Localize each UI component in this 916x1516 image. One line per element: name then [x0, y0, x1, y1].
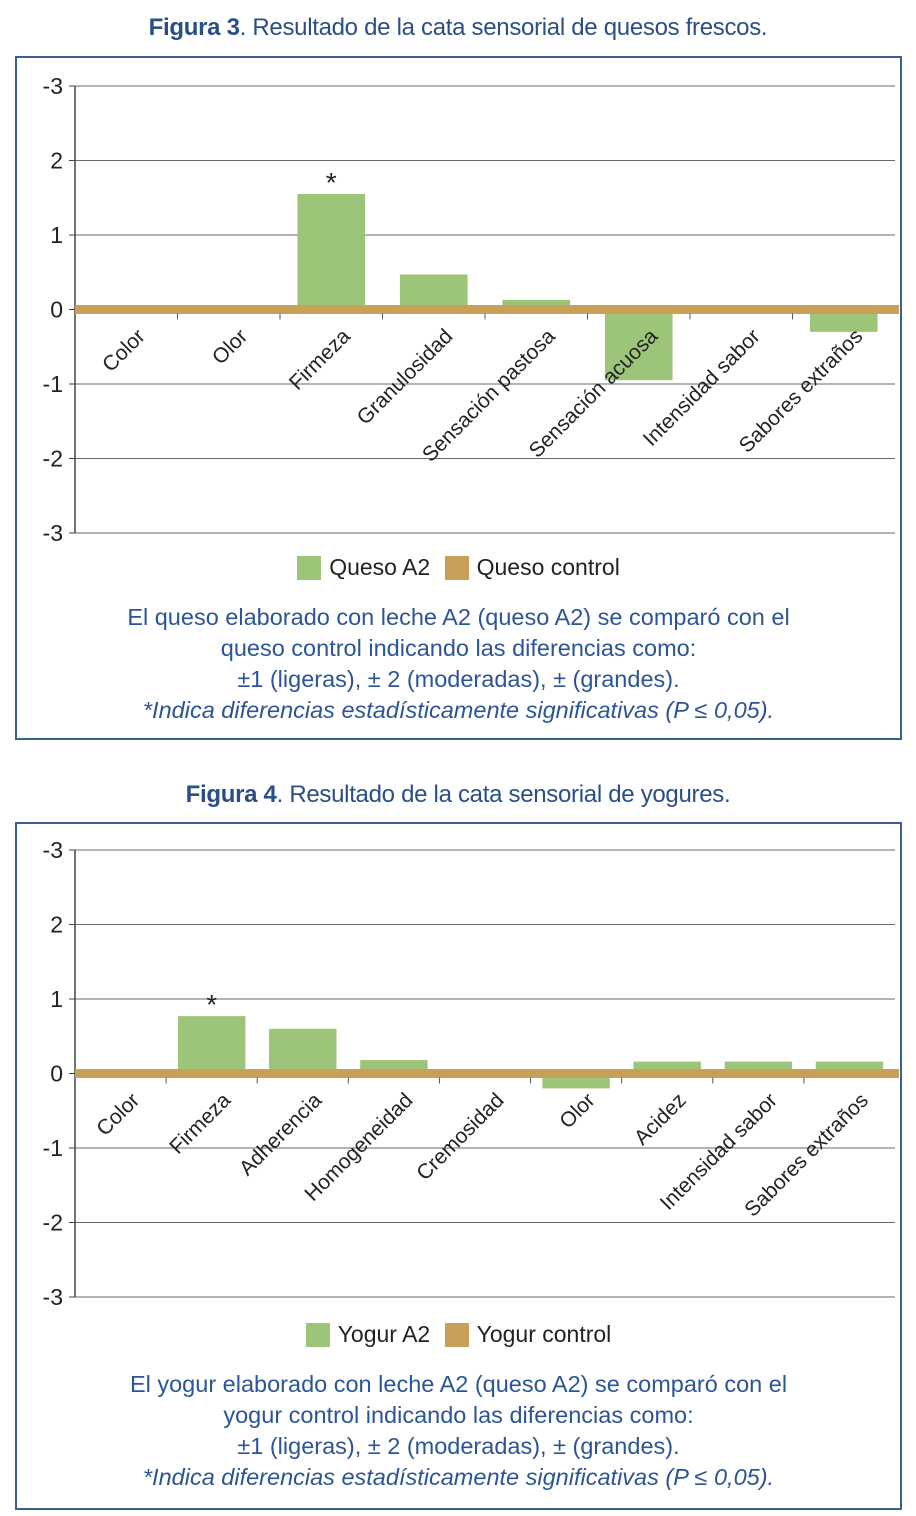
control-series-baseline [75, 1069, 899, 1078]
legend-item-yogur-control: Yogur control [444, 1321, 612, 1348]
figure-3-title: Figura 3. Resultado de la cata sensorial… [0, 14, 916, 42]
y-tick-label: 2 [50, 912, 63, 938]
caption-line: El queso elaborado con leche A2 (queso A… [127, 604, 790, 630]
caption-line: El yogur elaborado con leche A2 (queso A… [129, 1371, 788, 1397]
figure-4-title: Figura 4. Resultado de la cata sensorial… [0, 781, 916, 809]
figure-4-title-text: . Resultado de la cata sensorial de yogu… [276, 781, 731, 808]
figure-3-title-text: . Resultado de la cata sensorial de ques… [239, 14, 768, 41]
figure-3-caption: El queso elaborado con leche A2 (queso A… [17, 602, 900, 726]
x-tick-label: Granulosidad [353, 325, 458, 430]
legend-swatch [305, 1322, 330, 1347]
x-tick-label: Acidez [630, 1089, 691, 1150]
legend-label: Queso control [476, 554, 620, 580]
figure-3-panel: -3 -2 -1 0 1 2 -3 Color Olor Firmeza Granulosidad S… [15, 56, 902, 740]
legend-swatch [297, 555, 322, 580]
y-tick-label: -1 [43, 1135, 63, 1161]
bar-sensacion-pastosa [502, 299, 571, 310]
x-tick-label: Cremosidad [412, 1089, 508, 1185]
caption-line: ±1 (ligeras), ± 2 (moderadas), ± (grande… [237, 1433, 680, 1459]
control-series-baseline [75, 305, 899, 314]
y-tick-label: -3 [43, 73, 63, 99]
y-tick-label: -2 [43, 446, 63, 472]
bar-intensidad-sabor [724, 1061, 793, 1074]
legend-swatch [444, 555, 469, 580]
bar-sensacion-acuosa [604, 309, 673, 381]
bar-acidez [633, 1061, 701, 1074]
legend-item-queso-control: Queso control [444, 554, 620, 581]
significance-note: *Indica diferencias estadísticamente sig… [142, 697, 775, 723]
y-tick-label: -3 [43, 837, 63, 863]
y-tick-label: -1 [43, 371, 63, 397]
y-tick-label: -3 [43, 520, 63, 546]
x-tick-label: Olor [555, 1089, 599, 1133]
figure-4-panel: -3 -2 -1 0 1 2 -3 Color Firmeza Adherencia Homogen… [15, 822, 902, 1510]
bar-sabores-extranos [809, 309, 878, 332]
y-tick-label: 2 [50, 148, 63, 174]
figure-3-legend: Queso A2 Queso control [17, 554, 900, 586]
x-tick-label: Color [92, 1089, 144, 1141]
bar-firmeza [297, 194, 366, 310]
y-tick-label: 1 [50, 222, 63, 248]
bar-granulosidad [399, 274, 468, 310]
legend-item-yogur-a2: Yogur A2 [305, 1321, 431, 1348]
figure-3-title-number: Figura 3 [148, 14, 240, 41]
figure-4-title-number: Figura 4 [185, 781, 277, 808]
x-tick-label: Color [98, 325, 150, 377]
legend-label: Queso A2 [329, 554, 431, 580]
y-tick-label: -2 [43, 1210, 63, 1236]
caption-line: ±1 (ligeras), ± 2 (moderadas), ± (grande… [237, 666, 680, 692]
significance-asterisk: * [326, 167, 337, 198]
x-tick-label: Olor [208, 325, 252, 369]
legend-swatch [444, 1322, 469, 1347]
significance-asterisk: * [206, 989, 217, 1020]
figure-4-legend: Yogur A2 Yogur control [17, 1321, 900, 1353]
y-tick-label: 0 [50, 297, 63, 323]
bar-firmeza [177, 1016, 246, 1074]
legend-label: Yogur control [476, 1321, 612, 1347]
legend-label: Yogur A2 [337, 1321, 431, 1347]
bar-sabores-extranos [815, 1061, 884, 1074]
x-tick-label: Adherencia [235, 1089, 327, 1181]
caption-line: yogur control indicando las diferencias … [223, 1402, 694, 1428]
significance-note: *Indica diferencias estadísticamente sig… [142, 1464, 775, 1490]
caption-line: queso control indicando las diferencias … [220, 635, 697, 661]
legend-item-queso-a2: Queso A2 [297, 554, 430, 581]
figure-4-caption: El yogur elaborado con leche A2 (queso A… [17, 1369, 900, 1493]
y-tick-label: 1 [50, 986, 63, 1012]
bar-adherencia [269, 1028, 337, 1074]
y-tick-label: -3 [43, 1284, 63, 1310]
y-tick-label: 0 [50, 1061, 63, 1087]
